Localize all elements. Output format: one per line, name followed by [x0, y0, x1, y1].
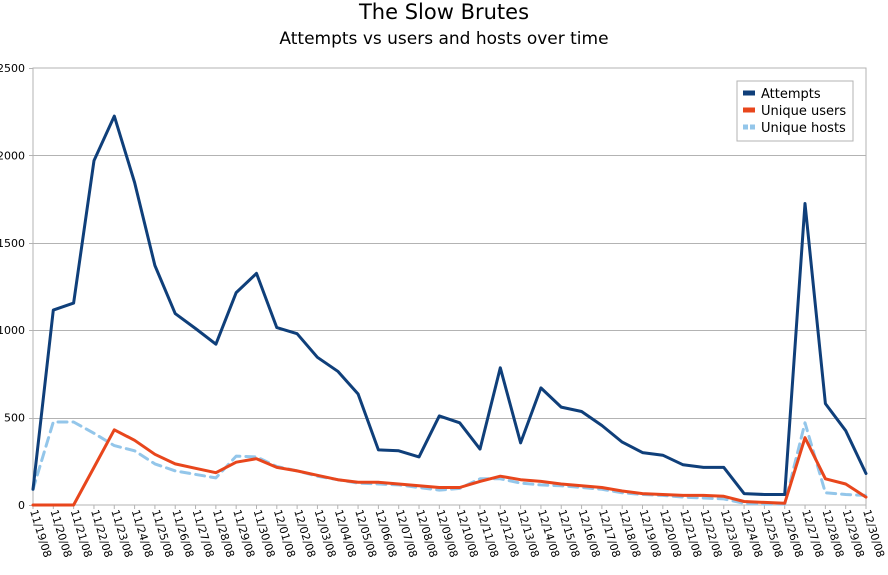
plot-area-border — [32, 67, 867, 506]
x-axis-ticks: 11/19/0811/20/0811/21/0811/22/0811/23/08… — [27, 505, 887, 559]
y-axis-ticks: 0 500 1000 1500 2000 2500 — [0, 62, 33, 512]
legend-label: Unique hosts — [761, 121, 846, 136]
series-lines — [31, 114, 868, 507]
series-line-attempts — [31, 114, 868, 496]
y-tick-label: 1000 — [0, 324, 25, 337]
plot-frame — [32, 67, 867, 506]
chart-subtitle: Attempts vs users and hosts over time — [279, 29, 609, 49]
y-tick-label: 500 — [4, 412, 25, 425]
legend-label: Attempts — [761, 87, 821, 102]
legend-box — [736, 80, 854, 142]
series-line-unique-hosts — [31, 420, 868, 506]
y-tick-label: 0 — [18, 499, 25, 512]
y-tick-label: 2000 — [0, 149, 25, 162]
legend-label: Unique users — [761, 104, 846, 119]
y-tick-label: 2500 — [0, 62, 25, 75]
legend: Attempts Unique users Unique hosts — [736, 80, 854, 142]
series-line-unique-users — [31, 428, 868, 507]
y-tick-label: 1500 — [0, 237, 25, 250]
chart-title: The Slow Brutes — [358, 0, 530, 24]
gridlines — [33, 155, 866, 419]
